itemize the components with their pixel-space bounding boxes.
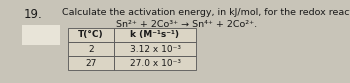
Bar [68, 28, 114, 42]
Bar [68, 42, 114, 56]
Bar [114, 28, 196, 42]
Text: 2: 2 [88, 44, 94, 54]
Bar [114, 56, 196, 70]
Text: T(°C): T(°C) [78, 30, 104, 40]
Text: 27: 27 [85, 59, 97, 67]
Text: 19.: 19. [24, 8, 43, 21]
Text: k (M⁻¹s⁻¹): k (M⁻¹s⁻¹) [131, 30, 180, 40]
Text: 3.12 x 10⁻³: 3.12 x 10⁻³ [130, 44, 181, 54]
Bar [68, 56, 114, 70]
Text: Sn²⁺ + 2Co³⁺ → Sn⁴⁺ + 2Co²⁺.: Sn²⁺ + 2Co³⁺ → Sn⁴⁺ + 2Co²⁺. [116, 20, 257, 29]
Bar [22, 25, 60, 45]
Bar [114, 42, 196, 56]
Text: 27.0 x 10⁻³: 27.0 x 10⁻³ [130, 59, 181, 67]
Text: Calculate the activation energy, in kJ/mol, for the redox reaction:: Calculate the activation energy, in kJ/m… [62, 8, 350, 17]
